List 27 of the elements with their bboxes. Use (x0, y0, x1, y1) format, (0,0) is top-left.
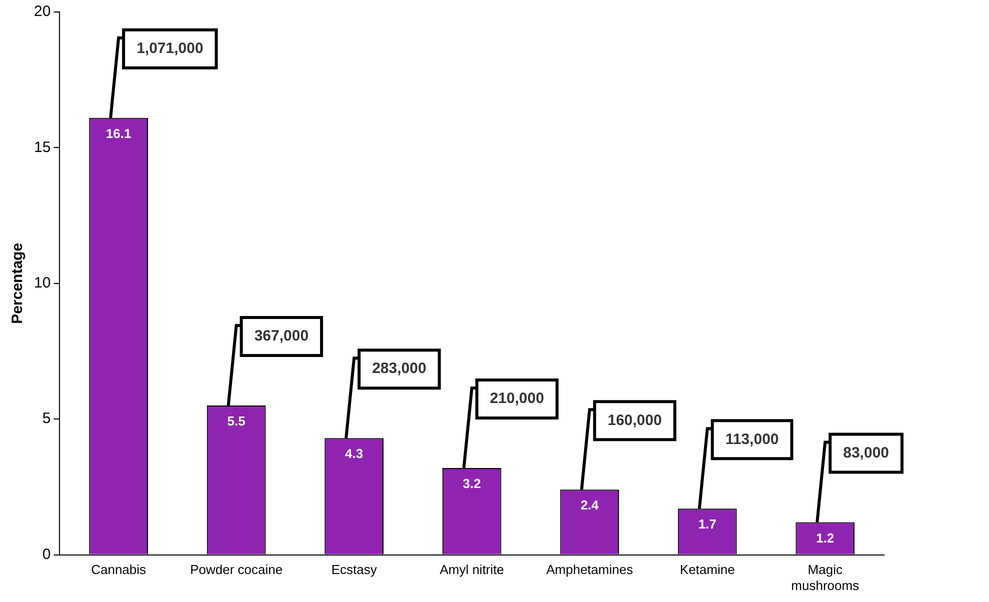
data-label: 16.1 (106, 126, 132, 141)
x-tick-label: Ketamine (680, 562, 735, 578)
y-tick-label: 20 (34, 3, 51, 20)
data-label: 4.3 (345, 446, 364, 462)
y-tick-label: 5 (42, 410, 51, 428)
annotation: 160,000 (608, 412, 662, 429)
y-tick-label: 10 (34, 274, 51, 292)
y-tick-label: 0 (42, 546, 51, 563)
annotation: 113,000 (725, 430, 779, 448)
x-tick-label: Ecstasy (331, 562, 378, 578)
x-tick-label: Powder cocaine (190, 562, 283, 578)
annotation: 1,071,000 (136, 40, 204, 57)
x-tick-label: Cannabis (91, 562, 147, 578)
annotation: 367,000 (254, 328, 309, 345)
data-label: 5.5 (227, 414, 246, 429)
x-tick-label: Amphetamines (546, 562, 634, 578)
y-axis-title: Percentage (9, 242, 26, 324)
x-tick-label: Amyl nitrite (440, 562, 504, 578)
data-label: 3.2 (462, 476, 481, 492)
annotation: 283,000 (372, 360, 426, 378)
x-tick-label: Magic mushrooms (791, 562, 860, 593)
y-tick-label: 15 (34, 138, 51, 156)
data-label: 1.2 (816, 530, 834, 546)
data-label: 2.4 (580, 498, 600, 513)
annotation: 83,000 (843, 444, 890, 462)
annotation: 210,000 (490, 390, 544, 408)
data-label: 1.7 (698, 516, 716, 532)
